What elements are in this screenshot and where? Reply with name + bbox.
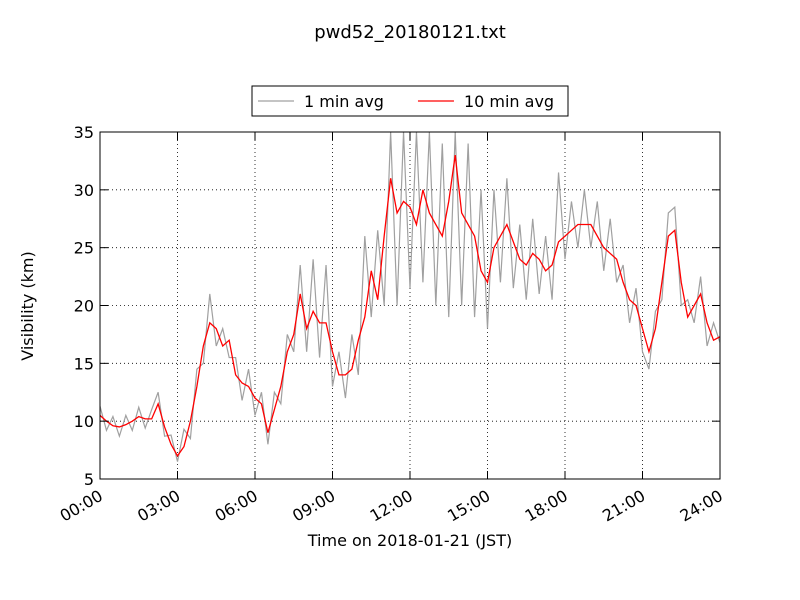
y-tick-label: 5 bbox=[84, 470, 94, 489]
legend-label: 1 min avg bbox=[304, 92, 384, 111]
legend-box bbox=[251, 85, 569, 117]
legend-label: 10 min avg bbox=[464, 92, 554, 111]
plot-area bbox=[100, 132, 720, 462]
series-line bbox=[100, 155, 720, 458]
x-axis-label: Time on 2018-01-21 (JST) bbox=[307, 531, 512, 550]
y-tick-label: 35 bbox=[74, 123, 94, 142]
y-tick-label: 20 bbox=[74, 297, 94, 316]
y-tick-label: 25 bbox=[74, 239, 94, 258]
y-tick-label: 15 bbox=[74, 354, 94, 373]
series-line bbox=[100, 132, 720, 462]
y-axis-label: Visibility (km) bbox=[18, 251, 37, 360]
legend: 1 min avg 10 min avg bbox=[251, 85, 569, 117]
chart-title: pwd52_20180121.txt bbox=[314, 22, 506, 43]
y-tick-label: 10 bbox=[74, 412, 94, 431]
y-tick-label: 30 bbox=[74, 181, 94, 200]
